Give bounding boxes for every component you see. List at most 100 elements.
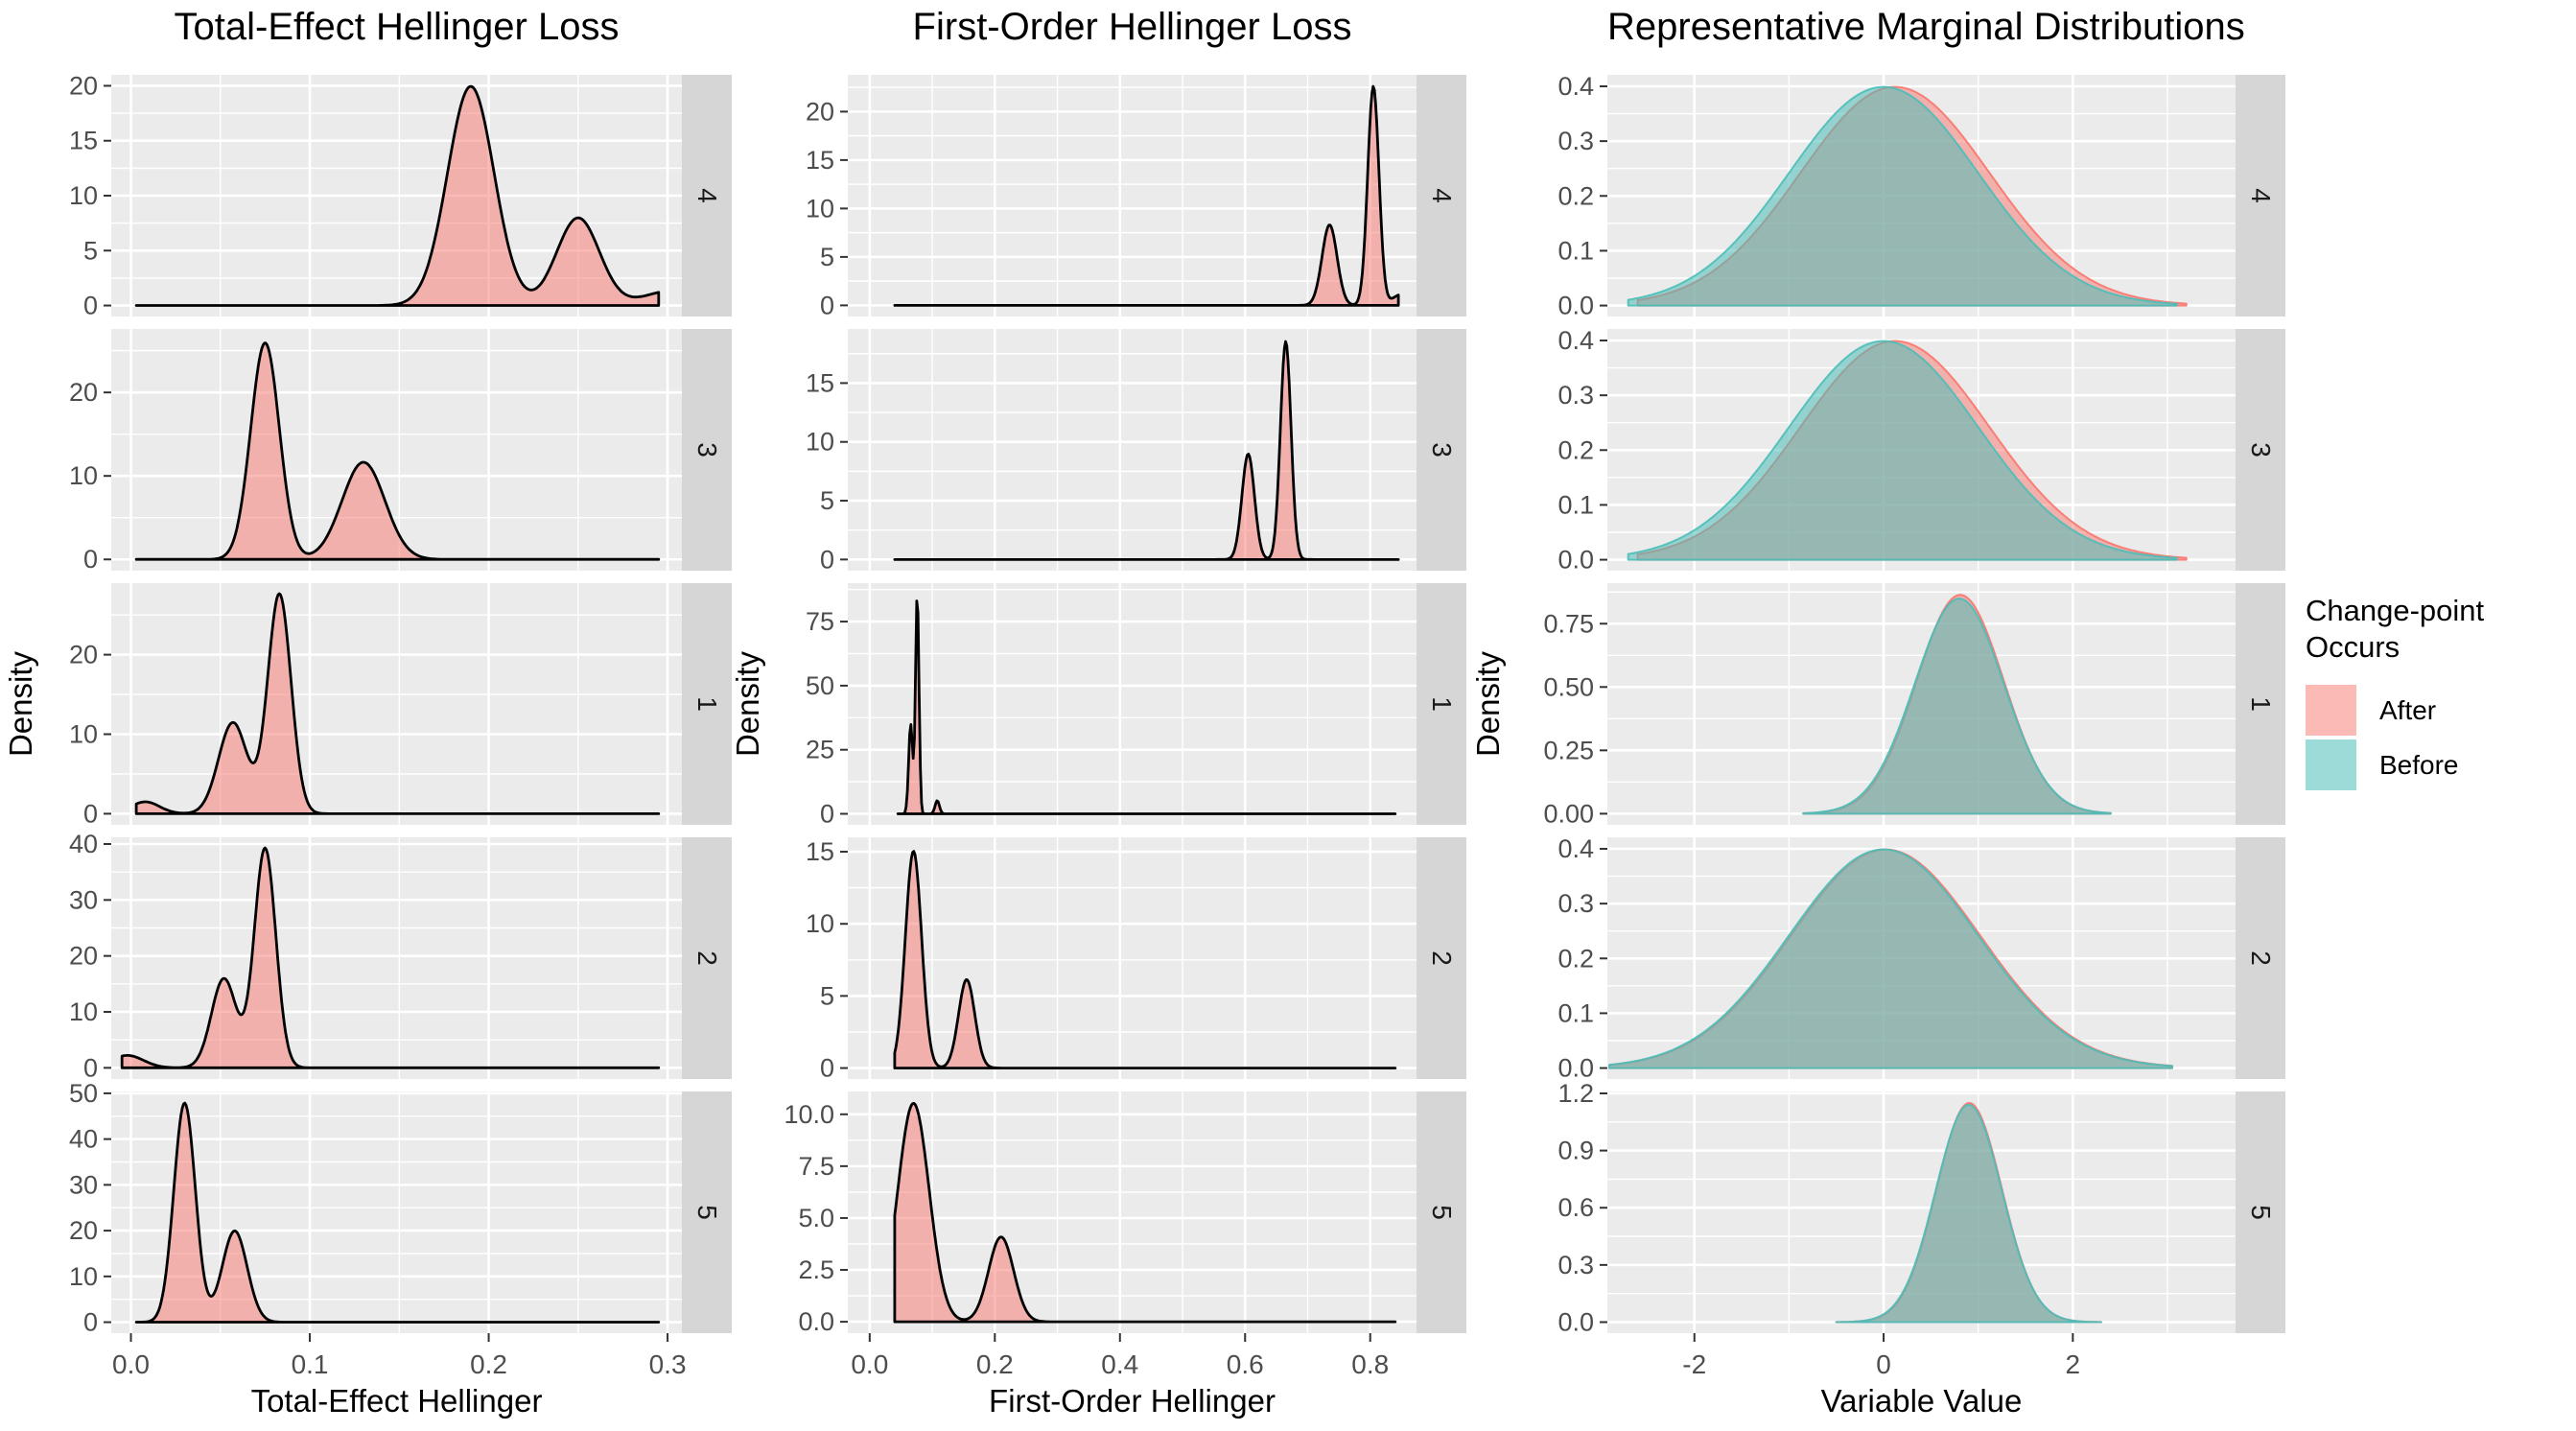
facet-panel-4: 0.0 0.1 0.2 0.3 0.4 <box>1557 72 2236 320</box>
x-tick-label: 0.0 <box>112 1349 150 1379</box>
y-tick-label: 15 <box>69 127 98 155</box>
legend-title: Change-point Occurs <box>2306 593 2572 666</box>
facet-strip-5: 5 <box>2236 1091 2285 1333</box>
x-tick-label: 0.3 <box>649 1349 687 1379</box>
panel-background <box>111 583 682 825</box>
plot-title: First-Order Hellinger Loss <box>912 6 1352 48</box>
y-tick-label: 7.5 <box>798 1152 834 1181</box>
x-axis: 0.0 0.1 0.2 0.3 <box>112 1333 687 1379</box>
y-tick-label: 0 <box>820 291 834 319</box>
y-tick-label: 0.4 <box>1557 834 1594 863</box>
legend-item: Before <box>2306 739 2572 790</box>
y-tick-label: 5 <box>83 236 98 265</box>
y-tick-label: 0.3 <box>1557 381 1594 410</box>
plot-title: Total-Effect Hellinger Loss <box>174 6 620 48</box>
density-curve-after <box>893 850 1397 1069</box>
x-tick-label: 0.1 <box>292 1349 329 1379</box>
y-tick-label: 0 <box>83 1308 98 1337</box>
y-tick-label: 0.0 <box>1557 546 1594 575</box>
density-curve-after <box>134 84 661 307</box>
density-curve-before <box>1835 1103 2102 1324</box>
facet-panel-5: 0.0 0.3 0.6 0.9 1.2 <box>1557 1079 2236 1336</box>
y-tick-label: 2.5 <box>798 1255 834 1284</box>
facet-strip-3: 3 <box>1417 329 1466 571</box>
y-tick-label: 10.0 <box>784 1100 834 1129</box>
panel-background <box>848 583 1417 825</box>
density-curve-before <box>1802 598 2112 815</box>
x-tick-label: 0.8 <box>1351 1349 1389 1379</box>
panel-background <box>848 837 1417 1079</box>
y-tick-label: 50 <box>806 671 834 700</box>
legend-item: After <box>2306 685 2572 736</box>
legend-item-label: After <box>2379 694 2437 725</box>
facet-strip-label: 4 <box>691 188 722 203</box>
y-tick-label: 0.25 <box>1543 736 1594 764</box>
y-tick-label: 0.75 <box>1543 609 1594 638</box>
y-tick-label: 10 <box>69 461 98 490</box>
facet-strip-label: 4 <box>1426 188 1457 203</box>
y-tick-label: 0 <box>83 799 98 828</box>
y-tick-label: 0.3 <box>1557 889 1594 918</box>
density-curve-after <box>893 340 1400 561</box>
density-curve-before <box>1627 85 2178 307</box>
facet-strip-label: 3 <box>1426 442 1457 457</box>
density-curve-after <box>893 1101 1397 1324</box>
x-axis: 0.0 0.2 0.4 0.6 0.8 <box>851 1333 1389 1379</box>
y-tick-label: 10 <box>806 194 834 223</box>
facet-strip-label: 5 <box>691 1205 722 1220</box>
density-curve-after <box>120 846 661 1069</box>
density-curve-after <box>134 592 661 815</box>
y-axis-title: Density <box>730 650 765 758</box>
facet-panel-1: 0 25 50 75 <box>806 583 1417 829</box>
x-axis-title: First-Order Hellinger <box>989 1383 1276 1419</box>
y-tick-label: 0.0 <box>1557 1054 1594 1083</box>
facet-panel-2: 0 10 20 30 40 <box>69 830 682 1082</box>
legend: Change-point Occurs After Before <box>2306 593 2572 794</box>
y-tick-label: 20 <box>69 378 98 407</box>
facet-panel-2: 0.0 0.1 0.2 0.3 0.4 <box>1557 834 2236 1083</box>
facet-strip-label: 3 <box>691 442 722 457</box>
facet-strip-4: 4 <box>1417 75 1466 317</box>
facet-strip-label: 5 <box>1426 1205 1457 1220</box>
facet-strip-label: 2 <box>2245 950 2276 966</box>
y-tick-label: 30 <box>69 885 98 914</box>
y-tick-label: 15 <box>806 146 834 175</box>
panel-background <box>111 837 682 1079</box>
y-tick-label: 40 <box>69 830 98 858</box>
facet-panel-4: 0 5 10 15 20 <box>806 75 1417 319</box>
y-tick-label: 5.0 <box>798 1204 834 1232</box>
y-tick-label: 20 <box>69 1216 98 1245</box>
y-tick-label: 0.6 <box>1557 1193 1594 1222</box>
legend-swatch-before <box>2306 739 2356 790</box>
y-tick-label: 0.1 <box>1557 236 1594 265</box>
y-tick-label: 10 <box>806 909 834 938</box>
y-tick-label: 50 <box>69 1079 98 1108</box>
facet-panel-5: 0.0 2.5 5.0 7.5 10.0 <box>784 1091 1417 1336</box>
x-tick-label: 0.4 <box>1101 1349 1138 1379</box>
facet-strip-label: 1 <box>1426 696 1457 712</box>
y-tick-label: 20 <box>69 71 98 100</box>
y-tick-label: 10 <box>69 181 98 210</box>
y-tick-label: 0 <box>820 1054 834 1083</box>
legend-title-line2: Occurs <box>2306 630 2400 664</box>
y-tick-label: 0.3 <box>1557 1251 1594 1279</box>
y-tick-label: 0.00 <box>1543 799 1594 828</box>
y-tick-label: 0.2 <box>1557 944 1594 973</box>
x-tick-label: 0.2 <box>470 1349 507 1379</box>
density-curve-before <box>1627 340 2178 561</box>
plot-title: Representative Marginal Distributions <box>1607 6 2245 48</box>
facet-strip-label: 4 <box>2245 188 2276 203</box>
y-tick-label: 1.2 <box>1557 1079 1594 1108</box>
x-axis: -2 0 2 <box>1682 1333 2080 1379</box>
facet-panel-5: 0 10 20 30 40 50 <box>69 1079 682 1337</box>
y-tick-label: 0.1 <box>1557 998 1594 1027</box>
facet-strip-1: 1 <box>682 583 732 825</box>
facet-strip-label: 3 <box>2245 442 2276 457</box>
y-tick-label: 0 <box>820 545 834 574</box>
y-tick-label: 0 <box>83 545 98 574</box>
legend-title-line1: Change-point <box>2306 594 2485 627</box>
y-tick-label: 25 <box>806 736 834 764</box>
y-tick-label: 15 <box>806 368 834 397</box>
y-tick-label: 40 <box>69 1125 98 1154</box>
facet-strip-label: 2 <box>691 950 722 966</box>
